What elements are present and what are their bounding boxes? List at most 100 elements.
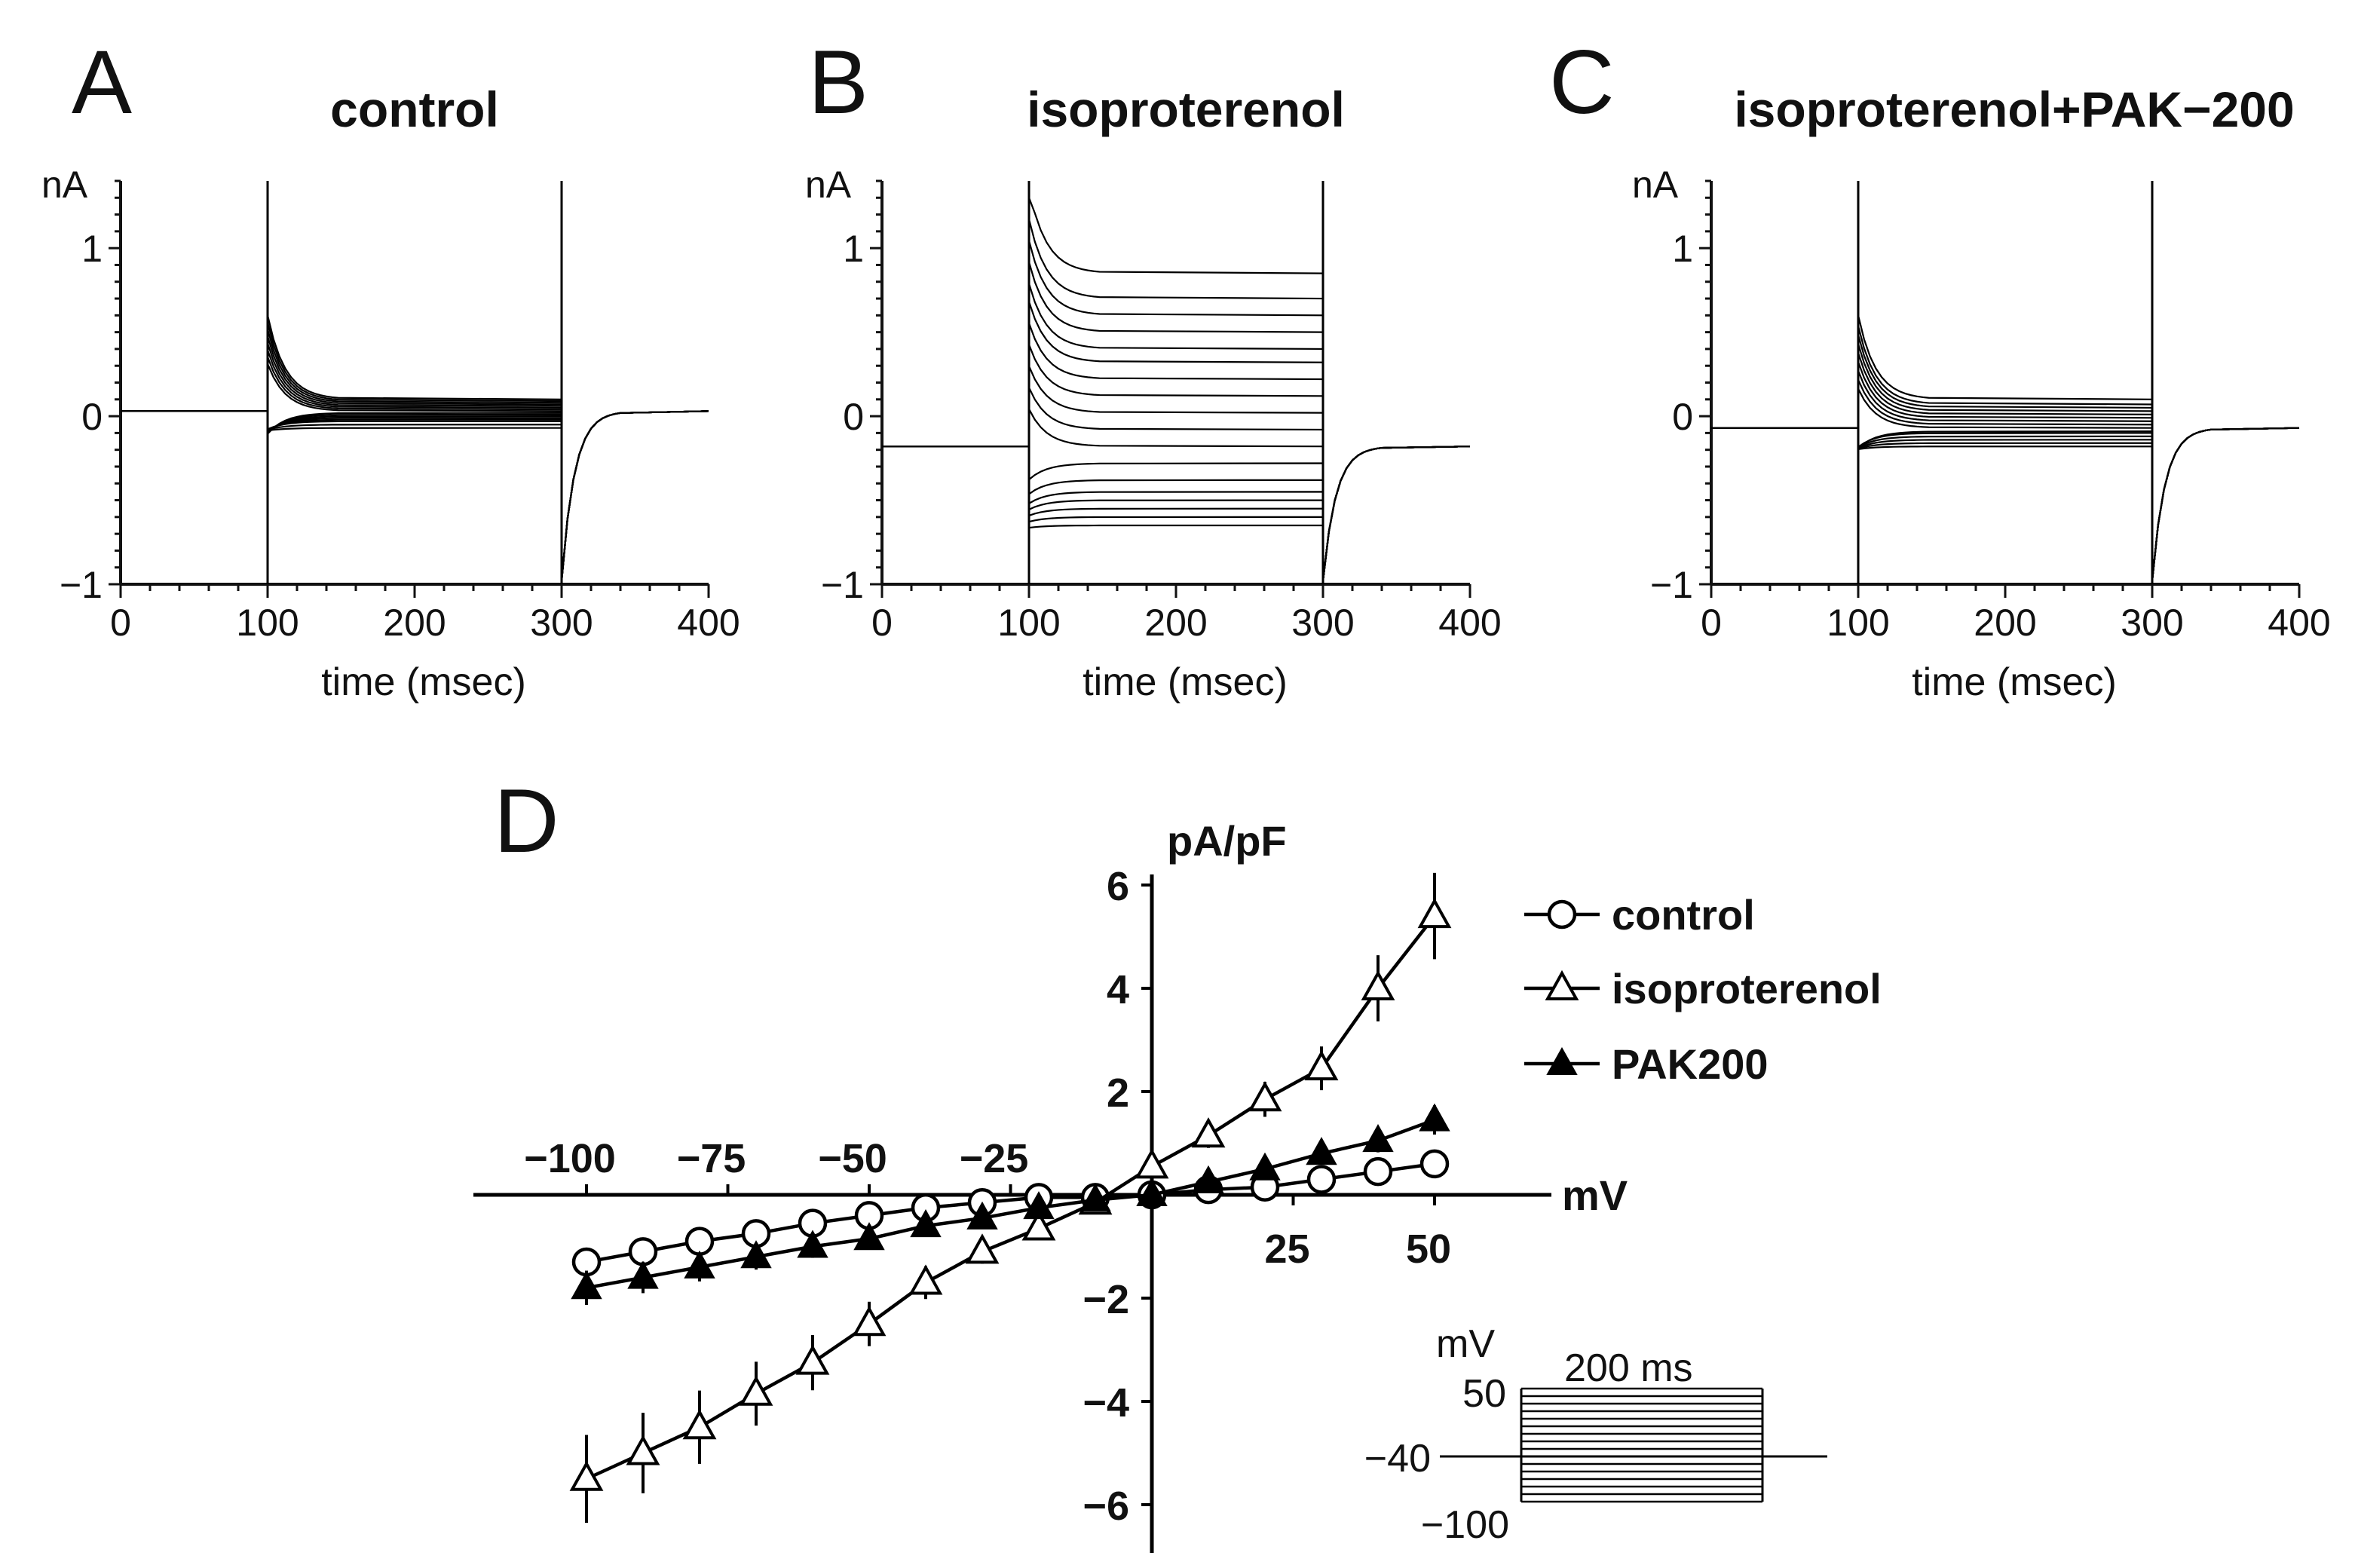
current-trace xyxy=(882,262,1471,581)
current-trace xyxy=(121,322,709,581)
current-trace xyxy=(1711,427,2300,581)
current-trace xyxy=(1711,427,2300,581)
current-trace xyxy=(1711,352,2300,581)
current-trace xyxy=(121,342,709,581)
y-tick-label: 0 xyxy=(81,396,103,438)
isoproterenol-marker xyxy=(1135,1148,1169,1179)
current-trace xyxy=(882,446,1471,581)
pak200-marker xyxy=(684,1250,715,1279)
legend: control isoproterenol PAK200 xyxy=(1524,891,1882,1088)
isoproterenol-marker xyxy=(1545,969,1579,1000)
pak200-marker xyxy=(1023,1191,1055,1220)
panel-title: control xyxy=(330,81,499,137)
current-trace xyxy=(121,335,709,581)
current-trace xyxy=(121,410,709,581)
current-trace xyxy=(1711,427,2300,581)
isoproterenol-marker xyxy=(965,1233,1000,1264)
x-tick-label: 300 xyxy=(2121,602,2183,644)
x-tick-label: 400 xyxy=(2268,602,2330,644)
pak200-marker xyxy=(1079,1183,1111,1211)
y-axis-label: pA/pF xyxy=(1167,817,1287,865)
current-trace xyxy=(1711,427,2300,581)
current-trace xyxy=(1711,315,2300,581)
panel-b: B isoproterenol nA time (msec) 0 100 200 30… xyxy=(805,32,1502,704)
current-trace xyxy=(121,349,709,581)
current-trace xyxy=(882,366,1471,581)
pak200-marker xyxy=(627,1260,659,1289)
current-trace xyxy=(882,387,1471,581)
current-trace xyxy=(1711,343,2300,581)
current-trace xyxy=(121,363,709,581)
x-tick-label: −75 xyxy=(677,1136,746,1181)
isoproterenol-marker xyxy=(1361,969,1395,1000)
isoproterenol-marker xyxy=(1191,1117,1226,1148)
y-tick-label: 1 xyxy=(81,228,103,270)
x-tick-label: 0 xyxy=(110,602,131,644)
x-axis-label: mV xyxy=(1562,1171,1628,1219)
pak200-marker xyxy=(853,1222,885,1251)
x-tick-label: 200 xyxy=(1144,602,1207,644)
series-line xyxy=(586,914,1436,1481)
isoproterenol-marker xyxy=(852,1306,887,1337)
x-tick-label: 400 xyxy=(677,602,740,644)
isoproterenol-marker xyxy=(795,1344,830,1375)
panel-letter: D xyxy=(494,770,559,871)
x-tick-label: 25 xyxy=(1264,1227,1309,1272)
y-tick-label: −2 xyxy=(1083,1277,1129,1322)
voltage-protocol-inset: mV 200 ms 50 −40 −100 xyxy=(1364,1322,1827,1547)
y-tick-label: −1 xyxy=(60,564,103,606)
current-trace xyxy=(882,446,1471,581)
legend-label: PAK200 xyxy=(1612,1040,1768,1088)
pak200-marker xyxy=(571,1271,602,1300)
current-trace xyxy=(1711,427,2300,581)
y-tick-label: 1 xyxy=(1672,228,1693,270)
x-axis-label: time (msec) xyxy=(321,660,526,704)
inset-duration: 200 ms xyxy=(1564,1346,1693,1390)
series-line xyxy=(586,1118,1435,1290)
panel-letter: A xyxy=(72,32,132,133)
current-trace xyxy=(121,410,709,581)
isoproterenol-marker xyxy=(569,1460,604,1491)
isoproterenol-marker xyxy=(908,1264,943,1295)
x-tick-label: 400 xyxy=(1438,602,1501,644)
current-trace xyxy=(882,446,1471,581)
control-marker xyxy=(628,1237,658,1266)
isoproterenol-marker xyxy=(682,1409,717,1440)
current-trace xyxy=(121,410,709,581)
inset-level-top: 50 xyxy=(1462,1372,1506,1416)
pak200-marker xyxy=(1546,1046,1578,1075)
current-trace xyxy=(121,410,709,581)
current-trace xyxy=(121,410,709,581)
pak200-marker xyxy=(1136,1178,1168,1206)
x-tick-label: 50 xyxy=(1406,1227,1451,1272)
current-trace xyxy=(121,410,709,581)
current-trace xyxy=(882,240,1471,581)
pak200-marker xyxy=(797,1230,828,1258)
y-tick-label: 0 xyxy=(1672,396,1693,438)
control-marker xyxy=(1363,1156,1393,1187)
control-marker xyxy=(1306,1165,1337,1194)
y-tick-label: 4 xyxy=(1107,967,1129,1012)
current-trace xyxy=(882,406,1471,581)
x-tick-label: 0 xyxy=(1701,602,1722,644)
panel-letter: C xyxy=(1549,32,1615,133)
x-tick-label: −25 xyxy=(960,1136,1029,1181)
legend-label: control xyxy=(1612,891,1755,939)
pak200-marker xyxy=(910,1209,942,1238)
control-marker xyxy=(1419,1149,1450,1179)
inset-level-bottom: −100 xyxy=(1421,1503,1509,1547)
current-trace xyxy=(121,329,709,581)
isoproterenol-marker xyxy=(626,1435,660,1465)
panel-a: A control nA time (msec) 0 100 200 300 400 1 0… xyxy=(41,32,740,704)
control-marker xyxy=(684,1227,715,1256)
panel-title: isoproterenol xyxy=(1027,81,1345,137)
pak200-marker xyxy=(1249,1152,1281,1181)
inset-unit: mV xyxy=(1436,1322,1495,1366)
pak200-marker xyxy=(1306,1137,1337,1165)
iv-series xyxy=(569,872,1452,1523)
pak200-marker xyxy=(1419,1103,1450,1132)
y-tick-label: −4 xyxy=(1083,1380,1129,1426)
x-tick-label: 100 xyxy=(236,602,299,644)
y-tick-label: −1 xyxy=(1650,564,1693,606)
